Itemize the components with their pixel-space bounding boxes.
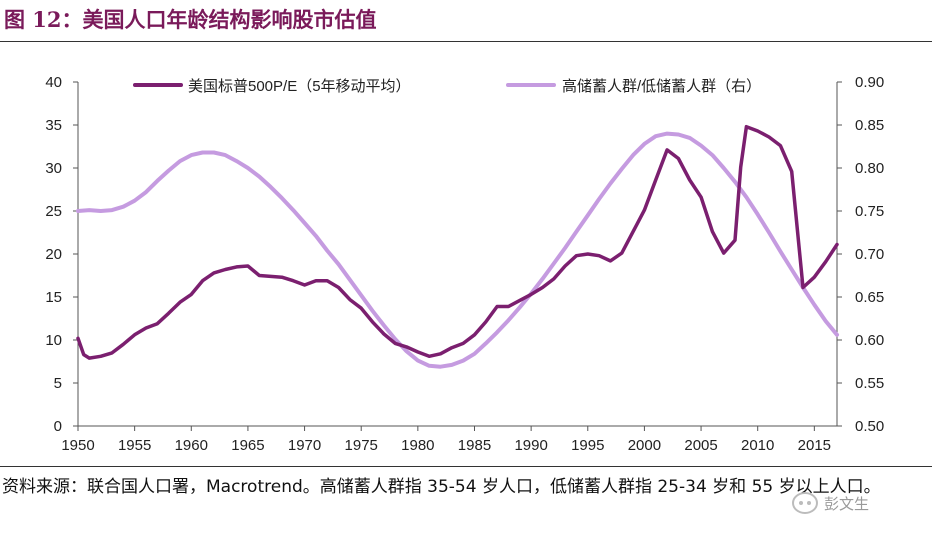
y-right-tick-label: 0.75 [855, 203, 884, 220]
y-left-tick-label: 0 [54, 418, 62, 435]
wechat-icon [792, 492, 818, 514]
x-tick-label: 1960 [175, 437, 208, 454]
source-note: 资料来源：联合国人口署，Macrotrend。高储蓄人群指 35-54 岁人口，… [2, 477, 881, 497]
y-left-tick-label: 5 [54, 375, 62, 392]
legend-label: 美国标普500P/E（5年移动平均） [188, 78, 411, 95]
y-right-tick-label: 0.65 [855, 289, 884, 306]
y-left-tick-label: 35 [45, 117, 62, 134]
y-right-tick-label: 0.85 [855, 117, 884, 134]
title-divider [0, 41, 932, 42]
x-tick-label: 1955 [118, 437, 151, 454]
y-left-tick-label: 20 [45, 246, 62, 263]
x-tick-label: 2010 [741, 437, 774, 454]
y-right-tick-label: 0.70 [855, 246, 884, 263]
series-line-pe [76, 124, 839, 360]
x-tick-label: 2015 [798, 437, 831, 454]
chart: 1950 1955 1960 1965 1970 1975 1980 1985 1990 1995… [45, 74, 884, 454]
watermark-text: 彭文生 [824, 494, 870, 513]
x-tick-label: 1980 [401, 437, 434, 454]
x-tick-label: 2005 [684, 437, 717, 454]
y-right-tick-label: 0.90 [855, 74, 884, 91]
y-right-tick-label: 0.50 [855, 418, 884, 435]
y-right-tick-label: 0.60 [855, 332, 884, 349]
y-left-tick-label: 25 [45, 203, 62, 220]
y-left-tick-label: 15 [45, 289, 62, 306]
legend-label: 高储蓄人群/低储蓄人群（右） [562, 78, 761, 95]
x-tick-label: 1965 [231, 437, 264, 454]
y-right-tick-label: 0.80 [855, 160, 884, 177]
figure-title: 图 12：美国人口年龄结构影响股市估值 [4, 7, 377, 32]
y-left-tick-label: 10 [45, 332, 62, 349]
y-right-tick-label: 0.55 [855, 375, 884, 392]
watermark: 彭文生 [792, 486, 902, 520]
source-divider [0, 466, 932, 467]
series-line-saver-ratio [76, 131, 839, 369]
y-left-tick-label: 30 [45, 160, 62, 177]
x-tick-label: 1975 [345, 437, 378, 454]
x-tick-label: 2000 [628, 437, 661, 454]
x-tick-label: 1985 [458, 437, 491, 454]
x-tick-label: 1995 [571, 437, 604, 454]
x-tick-label: 1990 [514, 437, 547, 454]
y-left-tick-label: 40 [45, 74, 62, 91]
x-tick-label: 1950 [61, 437, 94, 454]
x-tick-label: 1970 [288, 437, 321, 454]
